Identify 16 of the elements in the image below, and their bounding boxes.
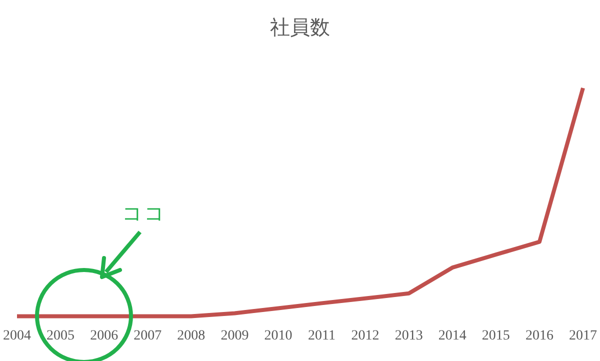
chart-title: 社員数 <box>269 14 331 41</box>
x-tick-label: 2009 <box>220 328 249 344</box>
x-tick-label: 2014 <box>438 328 466 344</box>
x-tick-label: 2015 <box>482 328 510 344</box>
x-tick-label: 2012 <box>351 328 380 344</box>
x-tick-label: 2008 <box>177 328 206 344</box>
x-tick-label: 2006 <box>90 328 118 344</box>
x-tick-label: 2005 <box>46 328 75 344</box>
x-tick-label: 2010 <box>264 328 292 344</box>
x-tick-label: 2004 <box>3 328 31 344</box>
x-tick-label: 2007 <box>134 328 162 344</box>
x-tick-label: 2013 <box>394 328 423 344</box>
x-tick-label: 2017 <box>569 328 597 344</box>
x-tick-label: 2011 <box>308 328 336 344</box>
annotation: ココ <box>122 200 166 227</box>
x-tick-label: 2016 <box>525 328 554 344</box>
